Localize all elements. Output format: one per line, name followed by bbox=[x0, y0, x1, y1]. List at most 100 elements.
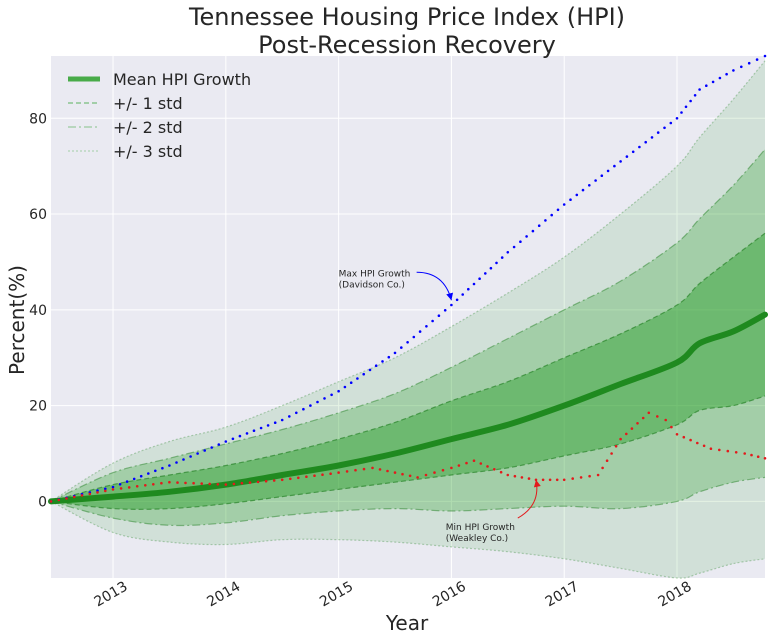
max-series-dot-96 bbox=[680, 111, 683, 114]
min-series-dot-29 bbox=[280, 478, 284, 482]
annotations: Max HPI Growth(Davidson Co.) Min HPI Grow… bbox=[339, 269, 541, 544]
max-series-dot-15 bbox=[161, 466, 164, 470]
min-series-dot-58 bbox=[506, 473, 510, 477]
max-series-dot-55 bbox=[431, 319, 434, 323]
y-tick-label-40: 40 bbox=[29, 303, 47, 319]
min-series-dot-47 bbox=[424, 473, 428, 477]
min-series-dot-19 bbox=[200, 482, 203, 485]
min-series-dot-15 bbox=[168, 480, 171, 484]
band-3std bbox=[51, 60, 765, 579]
min-series-dot-43 bbox=[393, 471, 397, 474]
max-series-dot-38 bbox=[323, 397, 326, 400]
max-series-dot-84 bbox=[606, 169, 610, 173]
min-series-dot-11 bbox=[135, 485, 139, 488]
min-series-dot-7 bbox=[104, 489, 107, 493]
max-series-dot-11 bbox=[132, 477, 136, 481]
min-series-dot-38 bbox=[354, 468, 357, 472]
min-series-dot-32 bbox=[305, 475, 308, 479]
max-series-dot-30 bbox=[266, 424, 270, 427]
max-series-dot-95 bbox=[675, 117, 679, 120]
band-upper-1std bbox=[50, 232, 766, 502]
max-series-dot-81 bbox=[588, 184, 591, 187]
min-series-dot-87 bbox=[696, 441, 699, 445]
grid bbox=[51, 56, 765, 578]
annotation-0-line1: Max HPI Growth bbox=[339, 269, 411, 279]
min-series-dot-74 bbox=[614, 445, 618, 448]
band-1std bbox=[51, 233, 765, 510]
min-series-dot-22 bbox=[224, 483, 228, 486]
band-2std bbox=[51, 149, 765, 526]
min-series-dot-95 bbox=[756, 455, 760, 459]
max-series-dot-86 bbox=[619, 160, 622, 163]
std-bands bbox=[50, 60, 766, 579]
min-series-dot-6 bbox=[96, 491, 99, 494]
min-series-dot-8 bbox=[111, 488, 115, 491]
min-series-dot-10 bbox=[127, 486, 131, 489]
min-series-dot-96 bbox=[763, 457, 767, 460]
legend-label-mean: Mean HPI Growth bbox=[113, 70, 251, 89]
min-series-dot-86 bbox=[689, 438, 692, 442]
max-series-dot-22 bbox=[210, 446, 213, 449]
max-series-dot-28 bbox=[252, 429, 256, 433]
min-series-dot-20 bbox=[208, 482, 211, 486]
legend-label-3std: +/- 3 std bbox=[113, 142, 183, 161]
min-series-dot-46 bbox=[416, 476, 419, 479]
max-series-dot-48 bbox=[387, 355, 391, 359]
min-series-dot-23 bbox=[232, 482, 236, 486]
max-series-dot-47 bbox=[381, 360, 384, 363]
min-series-dot-12 bbox=[144, 484, 147, 487]
max-series-dot-57 bbox=[443, 309, 447, 312]
min-series-dot-27 bbox=[264, 479, 268, 483]
max-series-dot-37 bbox=[316, 400, 319, 404]
max-series-dot-80 bbox=[581, 188, 585, 192]
min-series-dot-81 bbox=[656, 415, 659, 418]
legend: Mean HPI Growth +/- 1 std +/- 2 std +/- … bbox=[68, 70, 251, 161]
min-series-dot-53 bbox=[472, 459, 476, 463]
min-series-dot-72 bbox=[605, 459, 609, 463]
min-series-dot-75 bbox=[619, 437, 622, 441]
max-series-dot-51 bbox=[406, 341, 409, 344]
min-series-dot-24 bbox=[240, 481, 244, 485]
max-series-dot-26 bbox=[238, 434, 242, 438]
max-series-dot-92 bbox=[656, 131, 660, 134]
max-series-dot-103 bbox=[718, 76, 722, 80]
min-series-dot-39 bbox=[362, 467, 366, 471]
max-series-dot-62 bbox=[472, 282, 476, 286]
max-series-dot-106 bbox=[740, 65, 743, 69]
min-series-dot-62 bbox=[534, 478, 538, 482]
max-series-dot-19 bbox=[189, 455, 192, 458]
max-series-dot-78 bbox=[569, 198, 572, 201]
min-series-dot-16 bbox=[176, 481, 179, 484]
max-series-dot-14 bbox=[154, 469, 157, 473]
min-series-dot-84 bbox=[675, 433, 679, 436]
max-series-dot-107 bbox=[747, 61, 751, 65]
max-series-dot-20 bbox=[196, 452, 199, 455]
min-series-dot-26 bbox=[256, 480, 260, 484]
max-series-dot-32 bbox=[280, 418, 284, 422]
min-series-dot-5 bbox=[88, 492, 92, 496]
max-series-dot-27 bbox=[245, 432, 249, 435]
min-series-dot-93 bbox=[743, 452, 746, 455]
max-series-dot-69 bbox=[512, 245, 516, 249]
max-series-dot-104 bbox=[725, 72, 728, 76]
min-series-dot-41 bbox=[378, 468, 382, 471]
y-tick-label-20: 20 bbox=[29, 399, 47, 415]
min-series-dot-2 bbox=[65, 497, 68, 500]
max-series-dot-8 bbox=[111, 485, 115, 489]
max-series-dot-56 bbox=[437, 314, 441, 318]
max-series-dot-50 bbox=[400, 346, 403, 349]
max-series-dot-64 bbox=[484, 272, 487, 275]
min-series-dot-17 bbox=[184, 481, 187, 485]
max-series-dot-13 bbox=[147, 472, 150, 475]
min-series-dot-18 bbox=[192, 481, 195, 485]
max-series-dot-61 bbox=[467, 287, 470, 291]
chart-title: Tennessee Housing Price Index (HPI) bbox=[188, 3, 625, 31]
y-tick-label-0: 0 bbox=[38, 494, 47, 510]
min-series-dot-67 bbox=[571, 477, 574, 480]
max-series-dot-90 bbox=[644, 140, 647, 144]
max-series-dot-73 bbox=[537, 224, 541, 227]
max-series-dot-52 bbox=[412, 335, 416, 339]
max-series-dot-53 bbox=[418, 330, 422, 333]
max-series-dot-101 bbox=[705, 84, 708, 87]
max-series-dot-34 bbox=[295, 411, 298, 415]
